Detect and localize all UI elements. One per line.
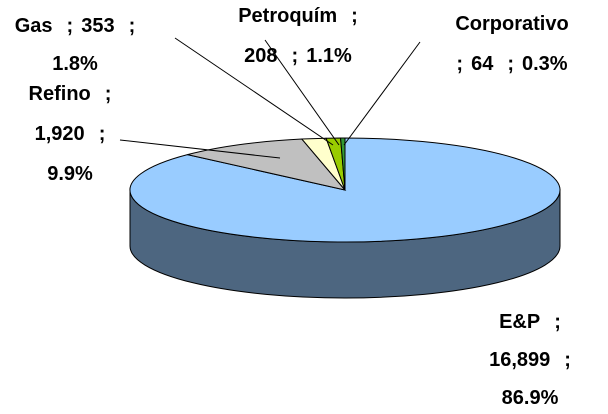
label-part: ; (564, 349, 571, 371)
data-label: Gas; 353; (15, 15, 136, 37)
label-part: ; (67, 15, 74, 37)
label-part: ; (129, 15, 136, 37)
label-part: 353 (81, 15, 114, 37)
label-part: 0.3% (522, 53, 568, 75)
data-label: 1,920; (35, 123, 106, 145)
label-part: 9.9% (47, 163, 93, 185)
label-part: ; (99, 123, 106, 145)
label-part: ; (456, 53, 463, 75)
leader-line (174, 37, 334, 146)
data-label: 86.9% (502, 387, 559, 409)
label-part: ; (351, 5, 358, 27)
label-part: 1.1% (306, 45, 352, 67)
label-part: ; (292, 45, 299, 67)
label-part: Gas (15, 15, 53, 37)
pie-slice (340, 137, 346, 191)
leader-line (343, 41, 421, 146)
pie-tops (129, 137, 561, 243)
label-part: ; (554, 311, 561, 333)
label-part: Corporativo (455, 13, 568, 35)
data-label: ; 64; 0.3% (456, 53, 567, 75)
data-label: E&P; (499, 311, 561, 333)
leader-line (119, 139, 281, 159)
data-label: 9.9% (47, 163, 93, 185)
data-label: Corporativo (455, 13, 568, 35)
label-part: 64 (471, 53, 494, 75)
label-part: 1.8% (52, 53, 98, 75)
label-part: ; (105, 83, 112, 105)
label-part: ; (507, 53, 514, 75)
label-part: 86.9% (502, 387, 559, 409)
label-part: Refino (29, 83, 91, 105)
label-part: 1,920 (35, 123, 85, 145)
data-label: 208; 1.1% (244, 45, 352, 67)
data-label: Refino; (29, 83, 112, 105)
label-part: 16,899 (489, 349, 550, 371)
data-label: 16,899; (489, 349, 571, 371)
data-label: Petroquím; (238, 5, 358, 27)
label-part: Petroquím (238, 5, 337, 27)
label-part: 208 (244, 45, 277, 67)
data-label: 1.8% (52, 53, 98, 75)
label-part: E&P (499, 311, 540, 333)
leader-line (264, 39, 340, 146)
